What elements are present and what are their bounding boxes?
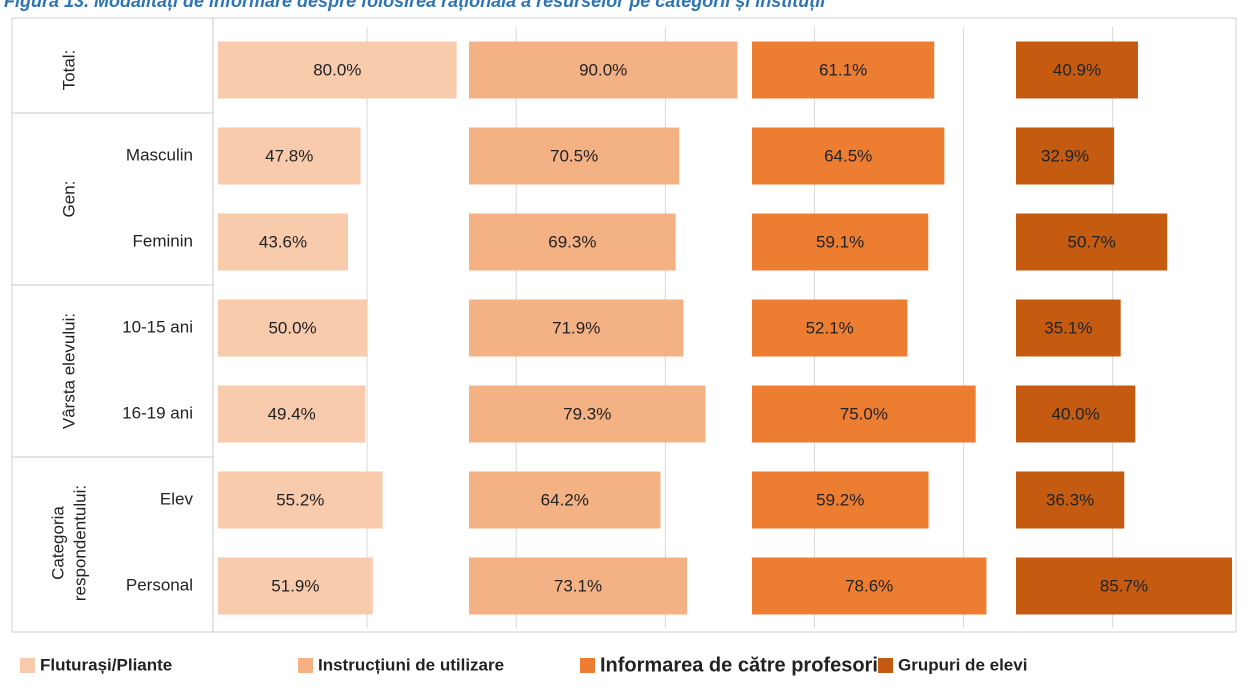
group-label: Gen: [59,181,78,218]
group-label: Total: [59,50,78,91]
category-label: 10-15 ani [122,317,193,336]
bar [752,557,987,615]
bar [218,213,349,271]
bar [469,213,676,271]
value-label: 55.2% [276,490,324,509]
chart-frame [11,17,1237,633]
value-label: 47.8% [265,146,313,165]
value-label: 40.0% [1052,404,1100,423]
bar [218,557,373,615]
group-label: Categoria [48,506,67,580]
value-label: 78.6% [845,576,893,595]
value-label: 61.1% [819,60,867,79]
value-label: 69.3% [548,232,596,251]
bar [1016,385,1136,443]
value-label: 50.7% [1068,232,1116,251]
bar [218,127,361,185]
value-label: 32.9% [1041,146,1089,165]
bar [218,385,366,443]
value-label: 36.3% [1046,490,1094,509]
value-label: 40.9% [1053,60,1101,79]
legend-swatch [580,658,595,673]
bar [469,557,688,615]
value-label: 35.1% [1044,318,1092,337]
bar [1016,557,1232,615]
bar [1016,127,1115,185]
category-label: Feminin [133,231,193,250]
legend-label: Instrucțiuni de utilizare [318,655,504,674]
bar [469,41,738,99]
bar [1016,213,1168,271]
category-label: 16-19 ani [122,403,193,422]
bar [752,385,976,443]
bar [218,41,457,99]
bar [1016,299,1121,357]
bar [1016,471,1125,529]
value-label: 52.1% [806,318,854,337]
legend-swatch [878,658,893,673]
value-label: 59.1% [816,232,864,251]
value-label: 51.9% [271,576,319,595]
value-label: 43.6% [259,232,307,251]
category-label: Elev [160,489,194,508]
bar [469,127,680,185]
legend-swatch [298,658,313,673]
category-label: Personal [126,575,193,594]
legend-swatch [20,658,35,673]
bar [752,471,929,529]
value-label: 64.5% [824,146,872,165]
legend-label: Fluturași/Pliante [40,655,172,674]
bar [752,127,945,185]
value-label: 85.7% [1100,576,1148,595]
bar [469,385,706,443]
bar [752,213,929,271]
legend-label: Informarea de către profesori [600,654,878,676]
value-label: 49.4% [268,404,316,423]
bar [218,299,368,357]
chart-title: Figura 13. Modalități de informare despr… [4,0,826,11]
group-label: Vârsta elevului: [59,313,78,429]
legend-label: Grupuri de elevi [898,655,1027,674]
bar [469,299,684,357]
value-label: 71.9% [552,318,600,337]
bar [752,41,935,99]
value-label: 80.0% [313,60,361,79]
category-label: Masculin [126,145,193,164]
value-label: 50.0% [268,318,316,337]
value-label: 64.2% [541,490,589,509]
group-label: respondentului: [70,485,89,601]
value-label: 73.1% [554,576,602,595]
value-label: 75.0% [840,404,888,423]
bar [218,471,383,529]
bar [469,471,661,529]
bar [1016,41,1138,99]
value-label: 70.5% [550,146,598,165]
value-label: 90.0% [579,60,627,79]
value-label: 79.3% [563,404,611,423]
bar [752,299,908,357]
value-label: 59.2% [816,490,864,509]
